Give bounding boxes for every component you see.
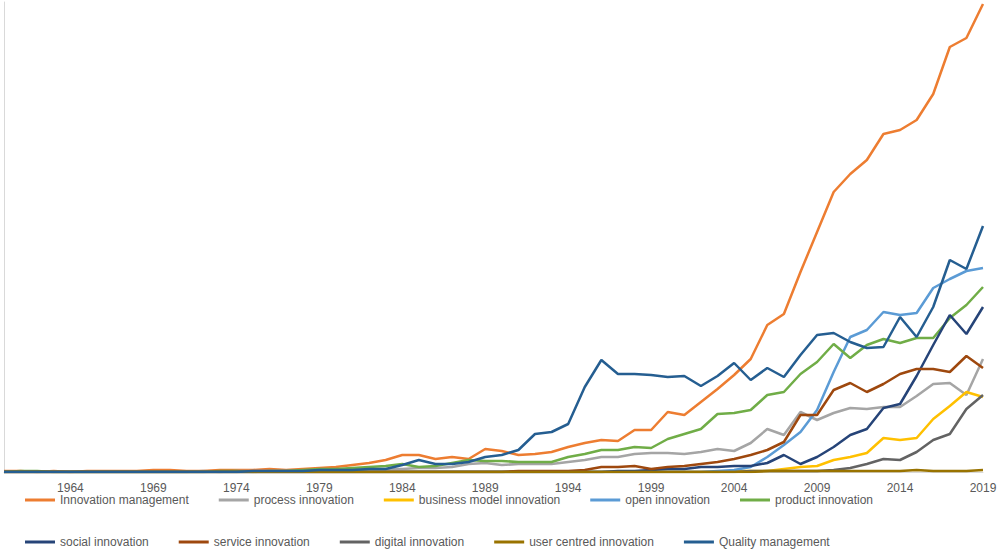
svg-text:1974: 1974	[223, 481, 250, 495]
svg-text:open innovation: open innovation	[625, 493, 710, 507]
svg-text:1979: 1979	[305, 481, 333, 495]
svg-text:Quality management: Quality management	[719, 535, 830, 549]
svg-text:product innovation: product innovation	[775, 493, 873, 507]
svg-text:social innovation: social innovation	[60, 535, 149, 549]
svg-text:2019: 2019	[970, 481, 997, 495]
svg-text:1999: 1999	[637, 481, 665, 495]
svg-text:1964: 1964	[57, 481, 84, 495]
svg-text:1989: 1989	[471, 481, 499, 495]
svg-text:process innovation: process innovation	[254, 493, 354, 507]
svg-text:2014: 2014	[887, 481, 914, 495]
svg-text:2004: 2004	[721, 481, 748, 495]
svg-text:1994: 1994	[554, 481, 582, 495]
svg-text:digital innovation: digital innovation	[375, 535, 464, 549]
svg-text:1984: 1984	[389, 481, 416, 495]
svg-text:2009: 2009	[803, 481, 831, 495]
svg-text:service innovation: service innovation	[214, 535, 310, 549]
svg-text:business model innovation: business model innovation	[419, 493, 560, 507]
svg-text:1969: 1969	[140, 481, 167, 495]
svg-text:Innovation management: Innovation management	[60, 493, 189, 507]
svg-text:user centred innovation: user centred innovation	[529, 535, 654, 549]
